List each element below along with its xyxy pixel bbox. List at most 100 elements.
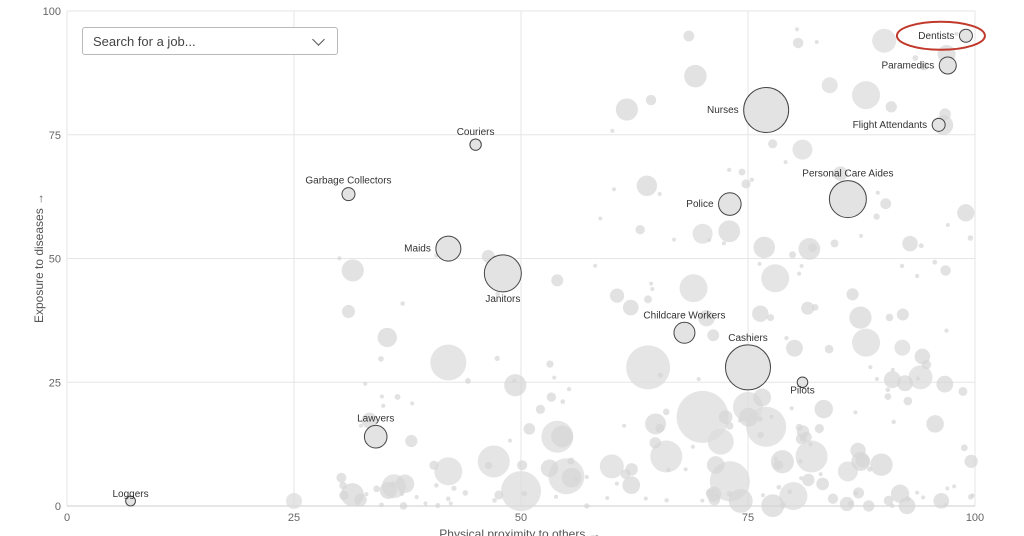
occupation-bubble [622,476,641,495]
occupation-marker[interactable] [743,87,790,133]
occupation-bubble [429,460,439,470]
occupation-bubble [725,421,734,430]
occupation-bubble [636,175,658,196]
occupation-bubble [914,273,920,279]
occupation-marker[interactable] [796,376,809,389]
labeled-point[interactable]: Garbage Collectors [305,176,392,202]
occupation-bubble [867,466,873,472]
occupation-bubble [546,360,554,368]
background-bubbles [286,27,978,518]
occupation-bubble [885,387,891,393]
occupation-bubble [952,484,957,489]
occupation-bubble [737,418,742,423]
occupation-bubble [915,376,920,381]
occupation-bubble [341,259,364,282]
occupation-bubble [811,304,819,311]
labeled-point[interactable]: Lawyers [357,413,394,449]
occupation-marker[interactable] [341,187,356,202]
chevron-down-icon[interactable] [312,32,325,46]
occupation-marker[interactable] [469,138,482,151]
occupation-bubble [883,371,901,389]
labeled-point[interactable]: Couriers [457,127,495,151]
x-tick-label: 100 [966,512,984,524]
labeled-point[interactable]: Cashiers [725,333,771,391]
occupation-marker[interactable] [938,56,957,75]
occupation-marker[interactable] [483,254,522,293]
occupation-bubble [854,491,859,496]
point-label: Janitors [485,294,520,305]
occupation-bubble [738,168,746,176]
occupation-bubble [784,335,789,341]
occupation-marker[interactable] [363,424,388,449]
labeled-bubbles[interactable]: Dentists Paramedics Flight Attendants Nurse… [112,20,986,507]
occupation-bubble [768,139,778,149]
occupation-bubble [507,438,512,443]
occupation-bubble [663,408,670,416]
job-search-input[interactable] [83,29,306,53]
x-tick-label: 25 [288,512,300,524]
occupation-marker[interactable] [828,180,867,219]
occupation-bubble [390,481,397,487]
labeled-point[interactable]: Childcare Workers [643,310,725,344]
occupation-bubble [905,496,911,502]
occupation-bubble [381,403,386,408]
occupation-bubble [802,473,815,487]
occupation-bubble [379,394,384,399]
occupation-bubble [615,98,638,121]
occupation-bubble [936,375,954,393]
labeled-point[interactable]: Maids [404,235,462,262]
occupation-bubble [795,440,828,473]
occupation-bubble [789,406,794,411]
occupation-bubble [649,437,662,449]
occupation-marker[interactable] [125,495,136,507]
labeled-point[interactable]: Flight Attendants [853,117,946,132]
occupation-marker[interactable] [931,117,946,132]
labeled-point[interactable]: Dentists [895,20,986,51]
occupation-bubble [643,496,648,501]
occupation-marker[interactable] [718,192,742,216]
occupation-bubble [341,304,356,318]
occupation-bubble [795,27,800,32]
occupation-bubble [377,327,397,348]
occupation-bubble [657,372,663,378]
occupation-bubble [672,237,677,242]
occupation-bubble [940,265,951,276]
labeled-point[interactable]: Pilots [790,376,815,396]
occupation-bubble [783,160,788,165]
labeled-point[interactable]: Personal Care Aides [802,169,893,219]
occupation-bubble [561,467,582,488]
labeled-point[interactable]: Police [686,192,742,216]
occupation-bubble [707,428,734,455]
job-search-box[interactable] [82,27,338,55]
occupation-bubble [872,28,897,53]
occupation-bubble [846,288,859,301]
occupation-bubble [400,301,405,306]
occupation-marker[interactable] [435,235,462,262]
labeled-point[interactable]: Loggers [112,489,149,507]
occupation-bubble [395,474,415,494]
occupation-bubble [945,223,950,228]
labeled-point[interactable]: Janitors [483,254,522,305]
occupation-bubble [599,454,624,479]
occupation-marker[interactable] [958,28,973,43]
occupation-bubble [761,264,790,293]
occupation-bubble [650,440,683,473]
gridlines [66,10,976,507]
occupation-marker[interactable] [673,321,696,344]
occupation-bubble [622,423,627,428]
occupation-bubble [814,423,824,434]
occupation-marker[interactable] [725,344,771,391]
occupation-bubble [792,37,804,49]
labeled-point[interactable]: Paramedics [881,56,957,75]
occupation-bubble [883,495,894,506]
occupation-bubble [554,494,559,499]
labeled-point[interactable]: Nurses [707,87,790,133]
point-label: Loggers [112,489,148,500]
occupation-bubble [707,329,720,342]
occupation-bubble [749,177,755,183]
occupation-bubble [908,365,933,390]
occupation-bubble [792,139,813,160]
occupation-bubble [853,410,858,415]
point-label: Pilots [790,385,814,396]
occupation-bubble [839,496,855,512]
